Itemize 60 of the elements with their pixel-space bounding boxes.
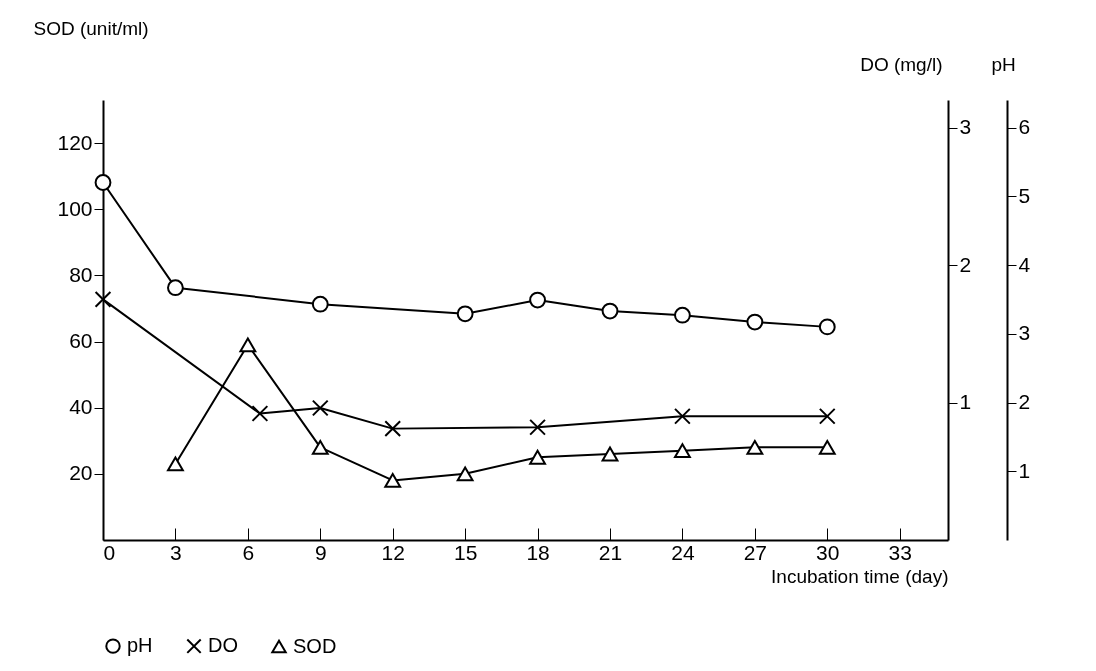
point bbox=[94, 290, 112, 308]
point bbox=[746, 313, 764, 331]
x-tick-label: 9 bbox=[314, 540, 327, 564]
point bbox=[311, 399, 329, 417]
point bbox=[167, 279, 184, 297]
y3-tick-label: 4 bbox=[1018, 252, 1031, 276]
x-tick-label: 21 bbox=[598, 540, 623, 564]
x-axis-title: Incubation time (day) bbox=[771, 565, 949, 587]
x-tick-label: 30 bbox=[816, 540, 840, 564]
point bbox=[456, 305, 474, 323]
point bbox=[818, 439, 836, 455]
legend-label: DO bbox=[208, 634, 238, 657]
y3-axis-title: pH bbox=[991, 53, 1016, 75]
y3-tick-label: 2 bbox=[1018, 390, 1031, 413]
legend-label: SOD bbox=[293, 634, 337, 657]
point bbox=[311, 295, 329, 313]
y-tick-label: 40 bbox=[69, 395, 93, 419]
x-tick-label: 15 bbox=[453, 540, 478, 564]
y2-tick-label: 1 bbox=[959, 390, 972, 413]
y2-tick-label: 3 bbox=[959, 115, 972, 138]
x-tick-label: 3 bbox=[170, 540, 182, 564]
x-tick-label: 27 bbox=[743, 540, 768, 564]
point bbox=[167, 456, 184, 472]
point bbox=[384, 473, 402, 488]
y2-axis-title: DO (mg/l) bbox=[860, 53, 943, 75]
x-tick-label: 0 bbox=[103, 540, 116, 564]
point bbox=[674, 306, 691, 324]
point bbox=[601, 302, 619, 320]
x-tick-label: 33 bbox=[888, 540, 912, 564]
point bbox=[529, 291, 546, 309]
y-tick-label: 80 bbox=[69, 262, 93, 286]
point bbox=[674, 443, 691, 459]
point bbox=[818, 318, 836, 336]
y2-tick-label: 2 bbox=[959, 252, 972, 276]
x-tick-label: 18 bbox=[526, 540, 550, 564]
x-tick-label: 12 bbox=[381, 540, 405, 564]
point bbox=[456, 466, 474, 482]
point bbox=[674, 407, 691, 425]
x-tick-label: 24 bbox=[671, 540, 695, 564]
y-tick-label: 20 bbox=[69, 461, 93, 485]
y3-tick-label: 1 bbox=[1018, 458, 1031, 482]
point bbox=[311, 439, 329, 455]
y-axis-title: SOD (unit/ml) bbox=[33, 17, 149, 39]
point bbox=[251, 405, 269, 422]
point bbox=[239, 337, 257, 353]
point bbox=[94, 174, 112, 191]
y-tick-label: 100 bbox=[57, 196, 93, 220]
legend-label: pH bbox=[127, 634, 153, 657]
x-tick-label: 6 bbox=[242, 540, 255, 564]
y3-tick-label: 3 bbox=[1018, 321, 1031, 345]
y3-tick-label: 6 bbox=[1018, 115, 1031, 138]
point bbox=[746, 439, 764, 455]
point bbox=[384, 420, 402, 438]
point bbox=[601, 446, 619, 462]
point bbox=[818, 407, 836, 425]
point bbox=[529, 418, 546, 436]
y3-tick-label: 5 bbox=[1018, 183, 1031, 207]
point bbox=[529, 449, 546, 465]
y-tick-label: 60 bbox=[69, 329, 93, 352]
y-tick-label: 120 bbox=[57, 130, 93, 154]
